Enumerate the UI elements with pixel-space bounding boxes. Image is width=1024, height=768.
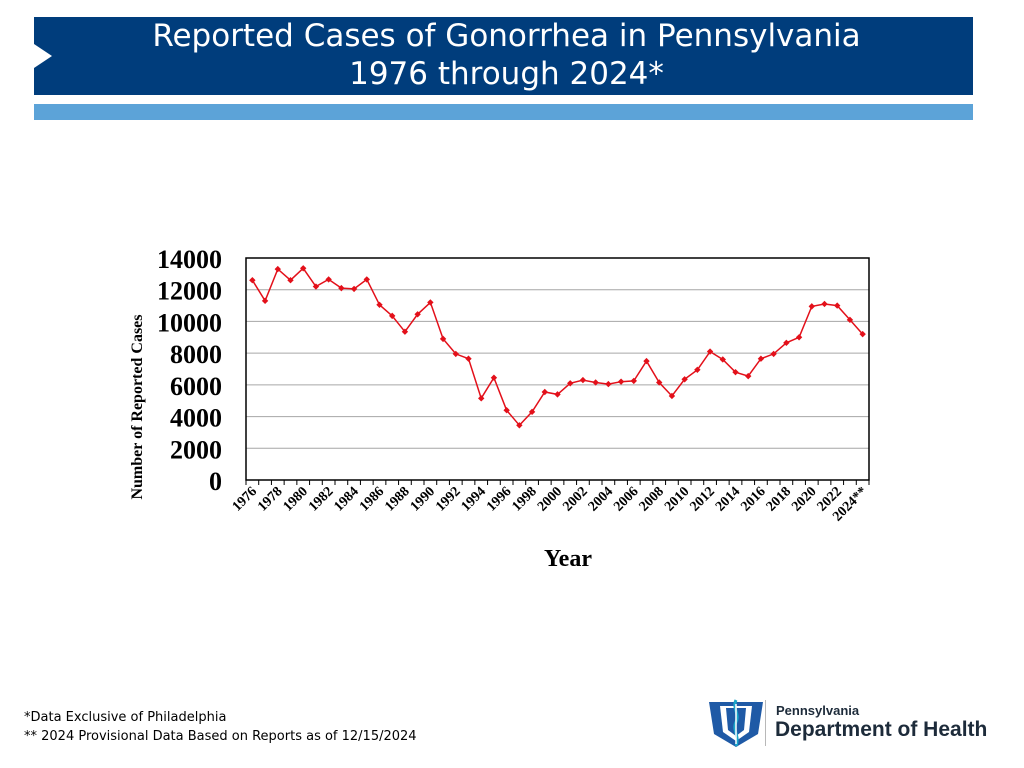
data-point: [834, 302, 841, 309]
logo-divider: [765, 700, 766, 746]
footnotes: *Data Exclusive of Philadelphia ** 2024 …: [24, 708, 417, 746]
data-point: [414, 311, 421, 318]
data-point: [516, 422, 523, 429]
data-point: [528, 408, 536, 416]
x-tick-label: 2006: [611, 484, 641, 514]
data-point: [808, 303, 815, 310]
x-axis-title: Year: [544, 546, 592, 572]
data-point: [643, 357, 650, 365]
y-axis-title: Number of Reported Cases: [129, 314, 146, 499]
x-tick-label: 2008: [637, 484, 667, 514]
page-title-line1: Reported Cases of Gonorrhea in Pennsylva…: [152, 18, 861, 54]
page-title: Reported Cases of Gonorrhea in Pennsylva…: [40, 17, 973, 95]
y-tick-label: 10000: [157, 308, 222, 337]
y-tick-label: 8000: [170, 340, 222, 369]
data-point: [300, 265, 307, 272]
x-tick-label: 1992: [433, 484, 463, 514]
series-line: [251, 267, 864, 427]
data-point: [350, 285, 358, 293]
y-tick-label: 6000: [170, 372, 222, 401]
data-point: [427, 299, 434, 306]
x-tick-label: 1988: [382, 484, 412, 514]
data-point: [745, 372, 752, 380]
data-point: [287, 277, 294, 284]
data-point: [668, 392, 676, 400]
data-point: [656, 379, 663, 386]
logo-text-big: Department of Health: [775, 718, 988, 741]
keystone-logo-icon: [709, 699, 763, 747]
data-point: [732, 368, 739, 376]
data-point: [490, 374, 498, 381]
data-point: [274, 265, 281, 273]
data-point: [465, 355, 472, 362]
y-tick-label: 2000: [170, 435, 222, 464]
x-tick-label: 2000: [535, 484, 565, 514]
data-point: [579, 376, 587, 384]
data-point: [389, 312, 396, 320]
footnote-1: *Data Exclusive of Philadelphia: [24, 710, 227, 725]
data-point: [261, 297, 269, 305]
data-point: [630, 377, 637, 385]
data-point: [503, 407, 510, 414]
x-tick-label: 1982: [306, 484, 336, 514]
data-point: [605, 380, 612, 388]
data-point: [312, 283, 320, 290]
x-tick-label: 1986: [357, 484, 387, 514]
data-point: [694, 366, 701, 373]
x-tick-label: 2020: [789, 484, 819, 514]
data-point: [325, 276, 332, 283]
y-tick-label: 0: [209, 467, 222, 496]
data-point: [567, 380, 574, 387]
x-tick-label: 1990: [408, 484, 438, 514]
data-point: [706, 348, 714, 355]
x-tick-label: 2002: [560, 484, 590, 514]
data-point: [401, 328, 409, 335]
logo-text-small: Pennsylvania: [776, 703, 860, 718]
x-tick-label: 1998: [509, 484, 539, 514]
data-point: [249, 277, 256, 284]
x-tick-label: 2018: [764, 484, 794, 514]
data-point: [338, 284, 345, 292]
data-point: [439, 335, 447, 343]
x-tick-label: 2012: [687, 484, 717, 514]
data-point: [681, 376, 688, 383]
data-point: [554, 391, 561, 398]
data-point: [757, 355, 765, 362]
data-point: [478, 395, 485, 402]
data-point: [795, 334, 803, 341]
data-point: [770, 350, 777, 358]
data-point: [376, 301, 383, 308]
data-point: [821, 300, 828, 308]
y-tick-label: 14000: [157, 245, 222, 274]
title-bar: [34, 17, 973, 95]
data-point: [719, 356, 726, 363]
y-tick-label: 4000: [170, 404, 222, 433]
data-point: [452, 350, 459, 358]
data-point: [846, 316, 854, 324]
header-stripe: [34, 104, 973, 120]
data-point: [783, 339, 790, 347]
x-tick-label: 2010: [662, 484, 692, 514]
x-tick-label: 1978: [255, 484, 285, 514]
data-point: [859, 330, 866, 338]
x-tick-label: 1984: [331, 484, 361, 514]
y-tick-label: 12000: [157, 277, 222, 306]
footnote-2: ** 2024 Provisional Data Based on Report…: [24, 729, 417, 744]
x-tick-label: 2016: [738, 484, 768, 514]
data-point: [592, 379, 599, 386]
x-tick-label: 1980: [281, 484, 311, 514]
x-tick-label: 1976: [230, 484, 260, 514]
data-point: [363, 276, 370, 283]
x-tick-label: 2004: [586, 484, 616, 514]
x-tick-label: 1996: [484, 484, 514, 514]
title-notch-decoration: [34, 44, 52, 68]
x-tick-label: 1994: [459, 484, 489, 514]
data-point: [617, 378, 625, 385]
x-tick-label: 2014: [713, 484, 743, 514]
page-title-line2: 1976 through 2024*: [349, 56, 664, 92]
plot-frame: [245, 257, 870, 481]
line-chart: 0200040006000800010000120001400019761978…: [129, 245, 870, 572]
data-point: [541, 388, 548, 396]
